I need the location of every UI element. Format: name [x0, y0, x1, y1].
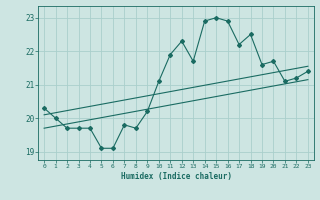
X-axis label: Humidex (Indice chaleur): Humidex (Indice chaleur): [121, 172, 231, 181]
